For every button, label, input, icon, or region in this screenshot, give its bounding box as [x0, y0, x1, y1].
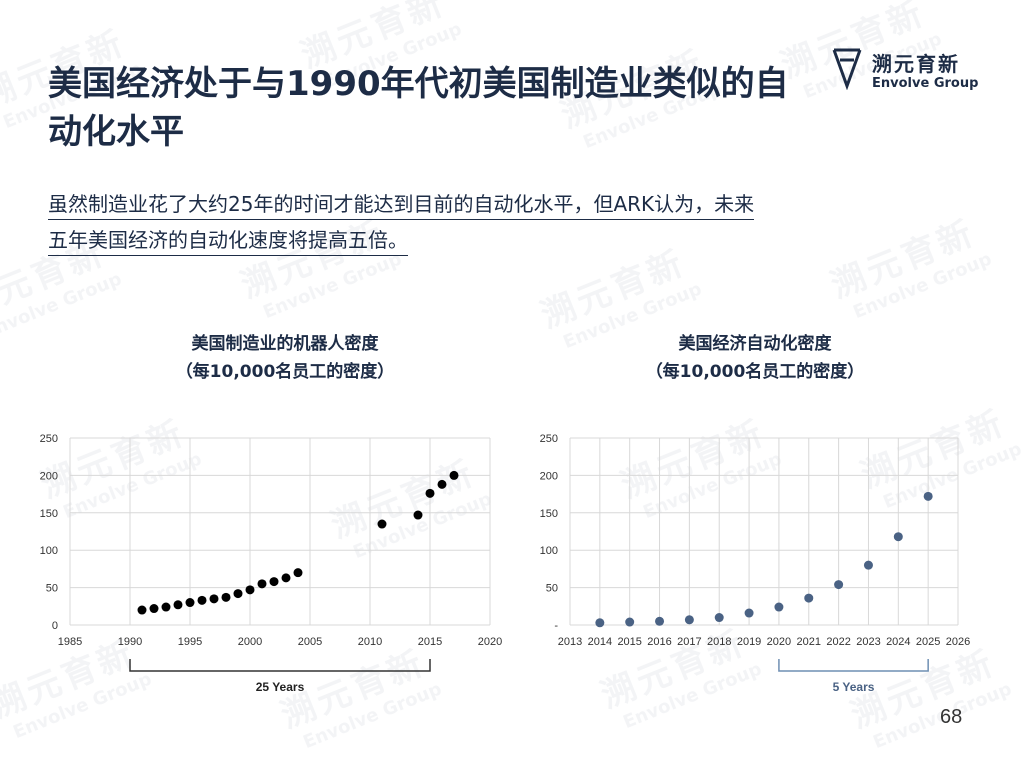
y-tick-label: 0 [52, 620, 58, 632]
bracket-label: 5 Years [833, 680, 875, 694]
x-tick-label: 2023 [856, 636, 880, 648]
data-point [625, 617, 635, 627]
x-tick-label: 2025 [916, 636, 940, 648]
data-point [655, 616, 665, 626]
data-point [684, 615, 694, 625]
data-point [137, 605, 147, 615]
x-tick-label: 2013 [558, 636, 582, 648]
logo-text-en: Envolve Group [872, 76, 979, 91]
data-point [425, 488, 435, 498]
y-tick-label: 100 [540, 545, 558, 557]
data-point [281, 573, 291, 583]
y-tick-label: 150 [40, 508, 58, 520]
x-tick-label: 2016 [647, 636, 671, 648]
logo-mark-icon [832, 48, 862, 90]
period-bracket [778, 659, 929, 672]
data-point [595, 618, 605, 628]
logo-text-cn: 溯元育新 [872, 52, 960, 76]
bracket-label: 25 Years [256, 680, 305, 694]
x-tick-label: 2018 [707, 636, 731, 648]
data-point [834, 580, 844, 590]
right-chart-title-line1: 美国经济自动化密度 [678, 334, 832, 354]
data-point [863, 560, 873, 570]
x-tick-label: 2026 [946, 636, 970, 648]
data-point [269, 577, 279, 587]
subtitle-line-1: 虽然制造业花了大约25年的时间才能达到目前的自动化水平，但ARK认为，未来 [48, 192, 755, 220]
brand-logo: 溯元育新 Envolve Group [832, 46, 992, 96]
data-point [437, 479, 447, 489]
x-tick-label: 2017 [677, 636, 701, 648]
right-chart-title: 美国经济自动化密度 （每10,000名员工的密度） [550, 330, 960, 386]
subtitle-line-2: 五年美国经济的自动化速度将提高五倍。 [48, 228, 408, 256]
left-chart-title-line1: 美国制造业的机器人密度 [191, 334, 379, 354]
data-point [245, 585, 255, 595]
data-point [413, 510, 423, 520]
left-chart-title: 美国制造业的机器人密度 （每10,000名员工的密度） [80, 330, 490, 386]
y-tick-label: 200 [540, 470, 558, 482]
x-tick-label: 2005 [298, 636, 322, 648]
data-point [149, 604, 159, 614]
y-tick-label: 50 [46, 583, 58, 595]
x-tick-label: 1985 [58, 636, 82, 648]
y-tick-label: 200 [40, 470, 58, 482]
data-point [185, 598, 195, 608]
slide-subtitle: 虽然制造业花了大约25年的时间才能达到目前的自动化水平，但ARK认为，未来 五年… [48, 186, 978, 258]
right-chart-title-line2: （每10,000名员工的密度） [645, 362, 865, 382]
y-tick-label: 50 [546, 583, 558, 595]
data-point [744, 608, 754, 618]
x-tick-label: 1995 [178, 636, 202, 648]
x-tick-label: 2000 [238, 636, 262, 648]
page-number: 68 [940, 706, 963, 728]
x-tick-label: 2020 [767, 636, 791, 648]
x-tick-label: 2021 [797, 636, 821, 648]
data-point [173, 600, 183, 610]
x-tick-label: 2024 [886, 636, 910, 648]
left-chart-title-line2: （每10,000名员工的密度） [175, 362, 395, 382]
data-point [221, 592, 231, 602]
data-point [293, 568, 303, 578]
right-scatter-chart: - 50 100 150 200 250 2013 2014 2015 2016 2017 2018 2… [540, 433, 971, 694]
y-tick-label: 100 [40, 545, 58, 557]
y-tick-label: - [554, 620, 558, 632]
y-tick-label: 250 [540, 433, 558, 445]
data-point [774, 602, 784, 612]
data-point [923, 491, 933, 501]
x-tick-label: 2015 [617, 636, 641, 648]
data-point [209, 594, 219, 604]
period-bracket [129, 659, 431, 672]
data-point [714, 613, 724, 623]
data-point [893, 532, 903, 542]
data-point [257, 579, 267, 589]
data-point [233, 589, 243, 599]
left-scatter-chart: 0 50 100 150 200 250 1985 1990 1995 2000 2005 2010 2… [40, 433, 503, 694]
x-tick-label: 2019 [737, 636, 761, 648]
slide-title: 美国经济处于与1990年代初美国制造业类似的自动化水平 [48, 64, 789, 152]
data-point [804, 593, 814, 603]
data-point [377, 519, 387, 529]
data-point [449, 470, 459, 480]
data-point [197, 595, 207, 605]
data-point [161, 602, 171, 612]
x-tick-label: 2020 [478, 636, 502, 648]
x-tick-label: 2015 [418, 636, 442, 648]
x-tick-label: 2022 [826, 636, 850, 648]
x-tick-label: 2014 [588, 636, 612, 648]
x-tick-label: 1990 [118, 636, 142, 648]
y-tick-label: 250 [40, 433, 58, 445]
x-tick-label: 2010 [358, 636, 382, 648]
y-tick-label: 150 [540, 508, 558, 520]
